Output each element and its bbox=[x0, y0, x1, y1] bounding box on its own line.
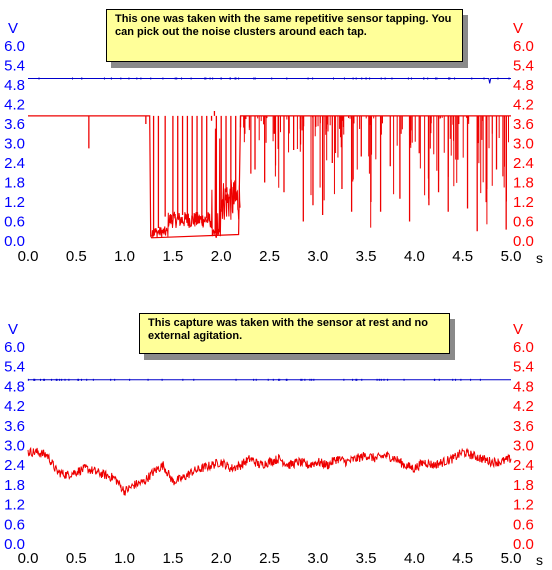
right-y-tick-label: 1.2 bbox=[513, 194, 534, 211]
x-tick-label: 4.0 bbox=[404, 248, 425, 265]
left-y-tick-label: 5.4 bbox=[4, 359, 25, 376]
right-y-tick-label: 3.0 bbox=[513, 136, 534, 153]
x-tick-label: 2.0 bbox=[211, 550, 232, 567]
left-y-tick-label: 3.0 bbox=[4, 438, 25, 455]
x-tick-label: 0.5 bbox=[66, 550, 87, 567]
right-y-tick-label: 4.8 bbox=[513, 77, 534, 94]
right-y-tick-label: 0.6 bbox=[513, 214, 534, 231]
channel-b-noise-cluster bbox=[151, 128, 241, 238]
annotation-top-chart: This one was taken with the same repetit… bbox=[106, 9, 463, 62]
left-y-tick-label: 0.0 bbox=[4, 233, 25, 250]
right-y-tick-label: 4.8 bbox=[513, 378, 534, 395]
x-tick-label: 1.0 bbox=[114, 248, 135, 265]
left-y-tick-label: 6.0 bbox=[4, 38, 25, 55]
x-tick-label: 3.5 bbox=[356, 550, 377, 567]
left-axis-unit-label: V bbox=[8, 20, 18, 37]
left-y-tick-label: 6.0 bbox=[4, 339, 25, 356]
left-y-tick-label: 4.8 bbox=[4, 378, 25, 395]
left-y-tick-label: 0.6 bbox=[4, 516, 25, 533]
annotation-bottom-chart: This capture was taken with the sensor a… bbox=[139, 313, 450, 354]
x-axis-unit-label: s bbox=[536, 250, 543, 266]
right-y-tick-label: 1.2 bbox=[513, 497, 534, 514]
left-y-tick-label: 4.2 bbox=[4, 97, 25, 114]
left-y-tick-label: 4.2 bbox=[4, 398, 25, 415]
right-y-tick-label: 5.4 bbox=[513, 58, 534, 75]
left-y-tick-label: 1.8 bbox=[4, 175, 25, 192]
left-y-tick-label: 3.6 bbox=[4, 418, 25, 435]
left-y-tick-label: 2.4 bbox=[4, 155, 25, 172]
x-tick-label: 3.0 bbox=[307, 248, 328, 265]
right-y-tick-label: 3.6 bbox=[513, 116, 534, 133]
x-tick-label: 0.0 bbox=[18, 550, 39, 567]
x-tick-label: 3.0 bbox=[307, 550, 328, 567]
left-y-tick-label: 0.0 bbox=[4, 536, 25, 553]
x-tick-label: 3.5 bbox=[356, 248, 377, 265]
x-tick-label: 1.5 bbox=[162, 248, 183, 265]
right-y-tick-label: 6.0 bbox=[513, 339, 534, 356]
x-tick-label: 4.0 bbox=[404, 550, 425, 567]
x-tick-label: 2.5 bbox=[259, 248, 280, 265]
right-y-tick-label: 6.0 bbox=[513, 38, 534, 55]
left-y-tick-label: 3.6 bbox=[4, 116, 25, 133]
x-tick-label: 4.5 bbox=[452, 550, 473, 567]
channel-a-trace bbox=[28, 78, 511, 84]
left-y-tick-label: 5.4 bbox=[4, 58, 25, 75]
left-y-tick-label: 3.0 bbox=[4, 136, 25, 153]
x-tick-label: 5.0 bbox=[501, 248, 522, 265]
left-y-tick-label: 1.2 bbox=[4, 194, 25, 211]
x-tick-label: 0.0 bbox=[18, 248, 39, 265]
right-y-tick-label: 1.8 bbox=[513, 477, 534, 494]
right-y-tick-label: 0.0 bbox=[513, 536, 534, 553]
left-y-tick-label: 1.2 bbox=[4, 497, 25, 514]
right-y-tick-label: 2.4 bbox=[513, 155, 534, 172]
right-y-tick-label: 0.6 bbox=[513, 516, 534, 533]
x-tick-label: 1.0 bbox=[114, 550, 135, 567]
x-axis-unit-label: s bbox=[536, 552, 543, 568]
right-axis-unit-label: V bbox=[513, 20, 523, 37]
x-tick-label: 2.5 bbox=[259, 550, 280, 567]
left-y-tick-label: 4.8 bbox=[4, 77, 25, 94]
right-y-tick-label: 1.8 bbox=[513, 175, 534, 192]
right-y-tick-label: 4.2 bbox=[513, 398, 534, 415]
x-tick-label: 1.5 bbox=[162, 550, 183, 567]
right-y-tick-label: 2.4 bbox=[513, 457, 534, 474]
right-y-tick-label: 0.0 bbox=[513, 233, 534, 250]
x-tick-label: 4.5 bbox=[452, 248, 473, 265]
x-tick-label: 2.0 bbox=[211, 248, 232, 265]
right-y-tick-label: 3.0 bbox=[513, 438, 534, 455]
x-tick-label: 0.5 bbox=[66, 248, 87, 265]
channel-b-trace bbox=[27, 446, 512, 496]
right-y-tick-label: 4.2 bbox=[513, 97, 534, 114]
right-y-tick-label: 5.4 bbox=[513, 359, 534, 376]
right-axis-unit-label: V bbox=[513, 321, 523, 338]
left-axis-unit-label: V bbox=[8, 321, 18, 338]
x-tick-label: 5.0 bbox=[501, 550, 522, 567]
left-y-tick-label: 2.4 bbox=[4, 457, 25, 474]
right-y-tick-label: 3.6 bbox=[513, 418, 534, 435]
left-y-tick-label: 0.6 bbox=[4, 214, 25, 231]
left-y-tick-label: 1.8 bbox=[4, 477, 25, 494]
